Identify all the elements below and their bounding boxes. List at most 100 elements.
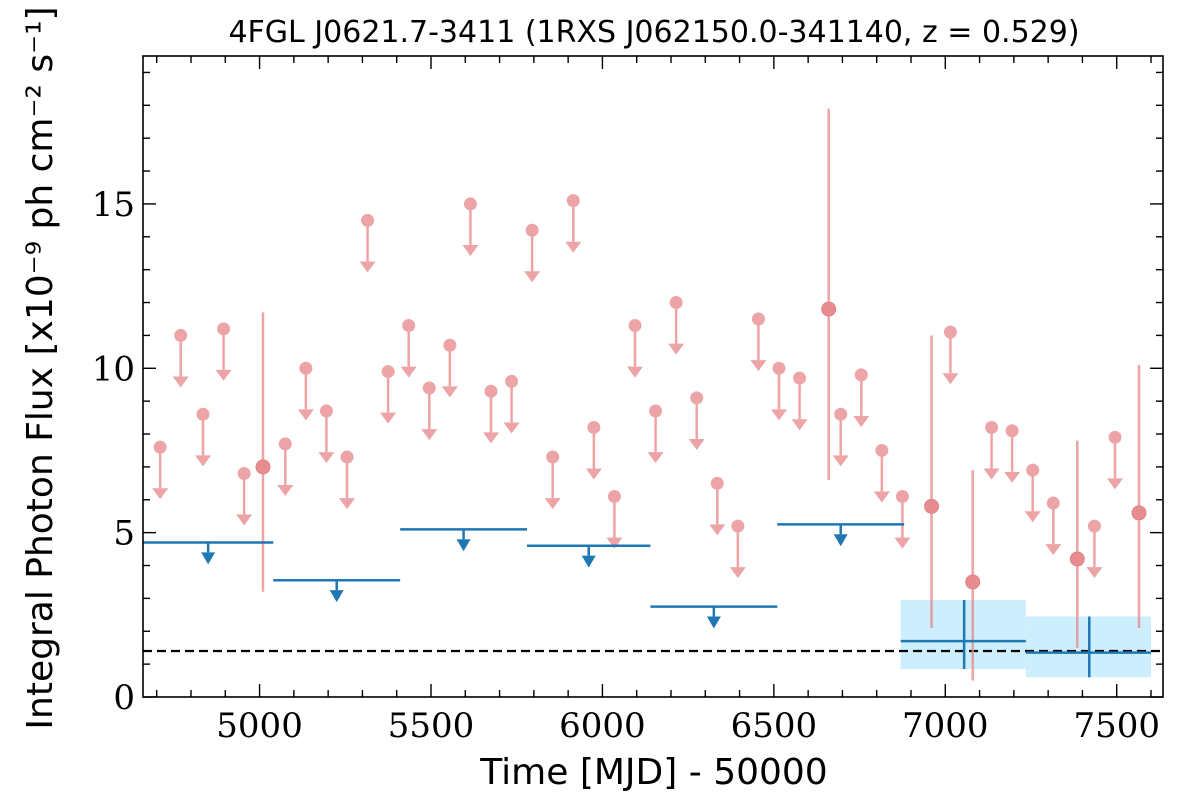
upper-limit-marker <box>1107 430 1123 490</box>
long-bin-upper-limit <box>527 544 651 568</box>
y-axis-label: Integral Photon Flux [x10⁻⁹ ph cm⁻² s⁻¹] <box>20 6 61 729</box>
upper-limit-marker <box>277 437 294 496</box>
upper-limit-marker <box>606 489 623 549</box>
upper-limit-arrow-head <box>380 412 397 424</box>
detection-marker <box>1131 364 1147 628</box>
y-tick-label: 15 <box>92 185 135 225</box>
upper-limit-marker <box>421 381 438 441</box>
upper-limit-marker <box>942 325 959 385</box>
x-tick-label: 5000 <box>216 706 303 746</box>
upper-limit-marker <box>627 319 643 378</box>
upper-limit-marker <box>771 361 787 421</box>
upper-limit-arrow-head <box>627 366 643 378</box>
upper-limit-arrow-head <box>771 409 787 421</box>
upper-limit-arrow-head <box>647 452 664 464</box>
upper-limit-arrow-head <box>524 271 541 283</box>
upper-limit-arrow-head <box>791 419 808 431</box>
upper-limit-arrow-head <box>400 366 417 378</box>
upper-limit-marker <box>647 404 664 464</box>
upper-limit-marker <box>565 194 582 253</box>
upper-limit-arrow-head <box>215 369 232 381</box>
upper-limit-marker <box>709 476 726 536</box>
upper-limit-arrow-head <box>297 409 314 421</box>
upper-limit-arrow-head <box>195 455 211 467</box>
upper-limit-marker <box>894 489 911 549</box>
upper-limit-arrow-head <box>688 438 705 450</box>
upper-limit-arrow-head <box>565 241 582 253</box>
upper-limit-marker <box>983 420 1000 480</box>
chart-title: 4FGL J0621.7-3411 (1RXS J062150.0-341140… <box>228 15 1079 50</box>
upper-limit-arrow-head <box>709 524 726 536</box>
upper-limit-marker <box>339 450 355 510</box>
detection-marker <box>965 470 981 681</box>
detection-marker <box>1069 440 1085 648</box>
detection-point <box>965 574 981 590</box>
detection-point <box>821 301 837 317</box>
x-tick-label: 7500 <box>1073 706 1160 746</box>
short-bin-series <box>152 108 1147 681</box>
upper-limit-arrow-head <box>1004 471 1021 483</box>
upper-limit-arrow-head <box>1024 511 1041 523</box>
upper-limit-arrow-head <box>750 360 767 372</box>
upper-limit-arrow-head <box>441 386 458 398</box>
upper-limit-marker <box>729 519 746 579</box>
detection-point <box>924 498 940 514</box>
long-bin-arrow-head <box>201 552 216 565</box>
long-bin-arrow-head <box>706 616 721 629</box>
x-axis-label: Time [MJD] - 50000 <box>479 752 827 793</box>
detection-marker <box>924 335 940 628</box>
detection-point <box>1069 551 1085 567</box>
y-tick-label: 5 <box>113 514 135 554</box>
upper-limit-marker <box>585 420 602 480</box>
upper-limit-marker <box>318 404 335 464</box>
upper-limit-marker <box>544 450 561 510</box>
upper-limit-arrow-head <box>236 514 253 526</box>
long-bin-upper-limit <box>273 579 401 603</box>
long-bin-arrow-head <box>833 534 848 547</box>
long-bin-series <box>143 523 1151 678</box>
upper-limit-arrow-head <box>668 343 685 355</box>
upper-limit-marker <box>873 443 890 503</box>
plot-frame <box>142 55 1164 698</box>
upper-limit-arrow-head <box>873 491 890 503</box>
upper-limit-marker <box>297 361 314 421</box>
y-tick-label: 0 <box>113 678 135 718</box>
long-bin-arrow-head <box>329 590 344 603</box>
axis-ticks: 5000 5500 6000 6500 7000 7500 0 5 10 15 <box>92 56 1163 746</box>
upper-limit-arrow-head <box>503 422 520 434</box>
upper-limit-marker <box>359 213 376 273</box>
upper-limit-marker <box>832 407 849 467</box>
detection-point <box>255 459 271 475</box>
upper-limit-marker <box>441 338 458 398</box>
upper-limit-arrow-head <box>152 488 169 500</box>
long-bin-upper-limit <box>777 523 905 547</box>
upper-limit-marker <box>172 328 189 388</box>
upper-limit-marker <box>400 319 417 378</box>
upper-limit-marker <box>1004 424 1021 483</box>
x-tick-label: 7000 <box>902 706 989 746</box>
upper-limit-marker <box>1024 463 1041 523</box>
upper-limit-arrow-head <box>359 261 376 273</box>
x-tick-label: 6500 <box>731 706 818 746</box>
upper-limit-arrow-head <box>172 376 189 388</box>
upper-limit-marker <box>380 365 397 424</box>
upper-limit-arrow-head <box>1107 478 1123 490</box>
long-bin-detection <box>900 600 1026 670</box>
upper-limit-arrow-head <box>729 567 746 579</box>
upper-limit-arrow-head <box>853 415 870 427</box>
upper-limit-marker <box>524 223 541 283</box>
upper-limit-arrow-head <box>1045 544 1062 556</box>
long-bin-detection <box>1025 616 1151 678</box>
x-tick-label: 5500 <box>388 706 475 746</box>
long-bin-upper-limit <box>400 528 527 552</box>
long-bin-bands <box>900 600 1151 678</box>
upper-limit-arrow-head <box>606 537 623 549</box>
upper-limit-marker <box>236 466 253 526</box>
upper-limit-marker <box>195 407 211 467</box>
upper-limit-arrow-head <box>942 373 959 385</box>
detection-marker <box>255 312 271 592</box>
upper-limit-marker <box>1045 496 1062 556</box>
long-bin-upper-limit <box>143 541 274 565</box>
detection-marker <box>821 108 837 481</box>
